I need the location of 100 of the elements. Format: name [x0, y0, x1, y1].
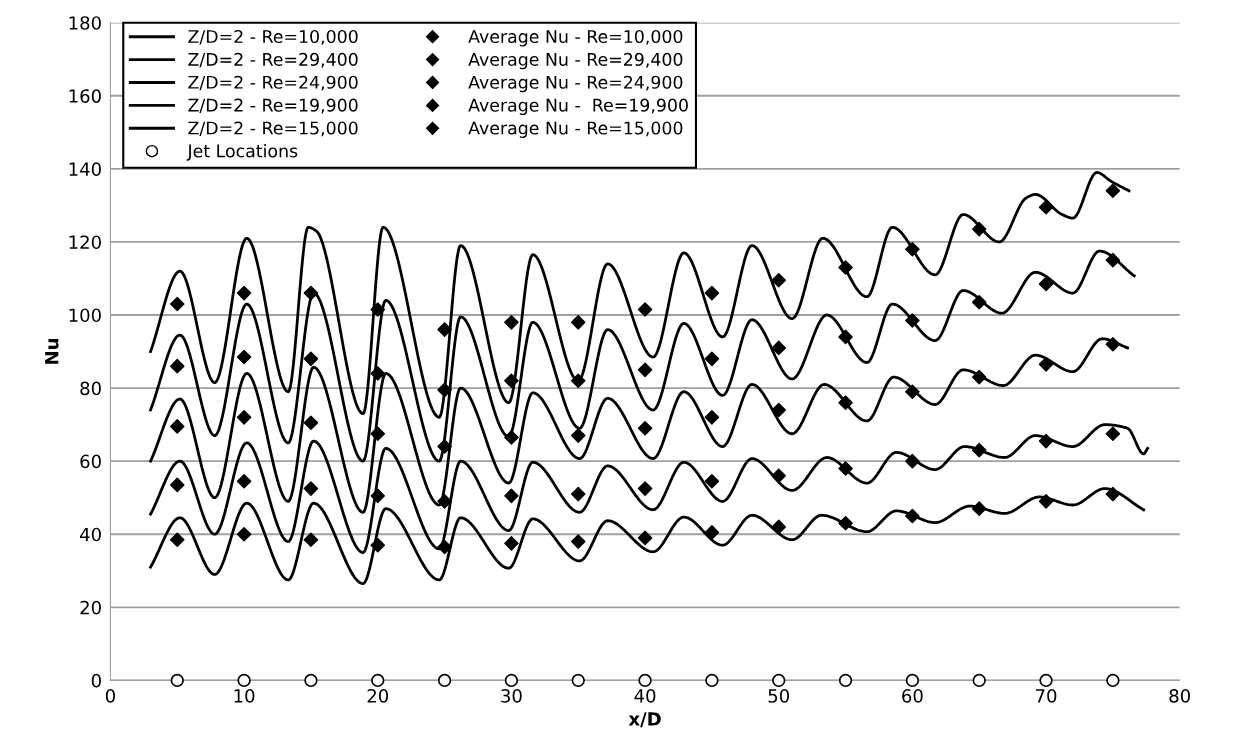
point	[504, 430, 519, 445]
point	[370, 366, 386, 381]
point	[637, 530, 653, 546]
point	[1038, 199, 1054, 215]
legend-label: Average Nu - Re=29,400	[468, 52, 683, 70]
point	[1038, 494, 1054, 509]
point	[905, 241, 920, 257]
point	[771, 468, 787, 484]
point	[905, 453, 920, 469]
point	[237, 673, 251, 688]
point	[504, 373, 519, 389]
point	[1105, 336, 1121, 352]
point	[905, 313, 920, 328]
point	[838, 395, 853, 410]
point	[838, 515, 853, 531]
point	[236, 349, 252, 365]
point	[570, 486, 586, 502]
point	[771, 519, 787, 535]
point	[772, 673, 786, 688]
point	[971, 442, 987, 458]
point	[304, 673, 318, 688]
x-tick-label: 20	[367, 689, 389, 703]
legend-label: Jet Locations	[186, 144, 298, 161]
point	[905, 384, 920, 400]
point	[637, 362, 653, 378]
point	[771, 273, 787, 288]
point	[1038, 433, 1054, 449]
point	[437, 494, 452, 509]
x-tick-label: 80	[1169, 689, 1190, 703]
point	[570, 428, 586, 443]
point	[370, 426, 386, 442]
point	[169, 419, 185, 434]
y-tick-label: 0	[91, 673, 101, 688]
point	[971, 501, 987, 516]
point	[704, 285, 720, 301]
point	[1038, 357, 1054, 372]
point	[1038, 276, 1054, 292]
y-tick-label: 60	[80, 454, 101, 469]
point	[303, 532, 319, 548]
legend-label: Z/D=2 - Re=15,000	[188, 121, 358, 137]
point	[637, 420, 653, 436]
point	[570, 534, 586, 549]
x-tick-label: 60	[902, 689, 923, 703]
point	[1039, 673, 1053, 688]
point	[1105, 486, 1121, 502]
point	[169, 358, 185, 374]
point	[1105, 252, 1121, 268]
point	[570, 373, 586, 389]
point	[169, 296, 185, 312]
point	[972, 673, 986, 688]
x-tick-label: 10	[234, 689, 255, 703]
point	[771, 402, 787, 418]
y-tick-label: 160	[69, 89, 101, 103]
y-axis-title: Nu	[45, 339, 59, 364]
y-tick-label: 140	[69, 162, 101, 176]
point	[370, 537, 386, 553]
point	[838, 461, 853, 476]
point	[704, 473, 720, 489]
point	[370, 302, 386, 317]
legend-label: Z/D=2 - Re=29,400	[188, 52, 358, 68]
x-tick-label: 70	[1036, 689, 1057, 703]
point	[437, 322, 452, 337]
point	[838, 329, 853, 345]
point	[437, 439, 452, 454]
point	[437, 673, 452, 688]
point	[371, 673, 385, 688]
point	[504, 536, 519, 551]
y-tick-label: 180	[69, 16, 101, 30]
y-tick-label: 120	[69, 235, 101, 250]
point	[169, 532, 185, 548]
point	[704, 410, 720, 425]
legend-label: Z/D=2 - Re=24,900	[188, 75, 358, 91]
point	[169, 477, 185, 493]
point	[637, 481, 653, 496]
point	[971, 369, 987, 385]
point	[504, 673, 519, 688]
point	[236, 285, 252, 301]
point	[838, 260, 853, 275]
point	[1105, 426, 1121, 442]
point	[838, 673, 853, 688]
point	[303, 285, 319, 301]
legend-label: Average Nu - Re=24,900	[468, 75, 683, 93]
point	[971, 294, 987, 310]
point	[1106, 673, 1120, 688]
point	[303, 415, 319, 431]
point	[437, 382, 452, 398]
x-tick-label: 50	[768, 689, 790, 703]
point	[971, 221, 987, 237]
y-tick-label: 100	[69, 308, 101, 323]
y-tick-label: 40	[80, 527, 101, 542]
x-tick-label: 40	[634, 689, 656, 703]
point	[571, 673, 585, 688]
legend-label: Average Nu - Re=19,900	[468, 98, 688, 116]
point	[570, 315, 586, 330]
point	[236, 473, 252, 489]
legend-label: Z/D=2 - Re=19,900	[188, 98, 358, 114]
point	[905, 673, 920, 688]
x-tick-label: 30	[501, 689, 522, 703]
point	[637, 302, 653, 317]
point	[705, 673, 719, 688]
